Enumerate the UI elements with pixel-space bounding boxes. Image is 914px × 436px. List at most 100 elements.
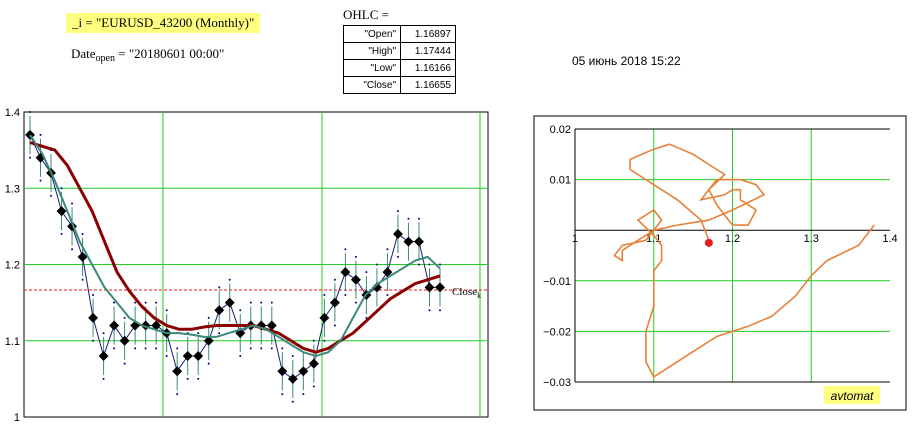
band-dot bbox=[354, 255, 357, 258]
band-dot bbox=[375, 263, 378, 266]
band-dot bbox=[144, 301, 147, 304]
datetime-label: 05 июнь 2018 15:22 bbox=[572, 54, 681, 68]
band-dot bbox=[417, 263, 420, 266]
y-tick-label: 0.01 bbox=[550, 175, 571, 187]
band-dot bbox=[439, 263, 441, 266]
date-open-label: Dateopen = "20180601 00:00" bbox=[71, 46, 224, 64]
ohlc-key: "High" bbox=[343, 42, 401, 60]
ohlc-value: 1.16655 bbox=[400, 76, 456, 94]
band-dot bbox=[249, 301, 252, 304]
band-dot bbox=[71, 248, 74, 251]
band-dot bbox=[134, 347, 137, 350]
ohlc-key: "Open" bbox=[343, 25, 401, 43]
band-dot bbox=[312, 339, 315, 342]
band-dot bbox=[102, 377, 105, 380]
band-dot bbox=[260, 347, 263, 350]
band-dot bbox=[29, 111, 31, 113]
band-dot bbox=[123, 362, 126, 365]
band-dot bbox=[92, 294, 95, 296]
band-dot bbox=[291, 400, 294, 403]
band-dot bbox=[417, 217, 420, 220]
band-dot bbox=[354, 301, 357, 304]
band-dot bbox=[396, 255, 399, 258]
phase-chart[interactable]: 1 1.1 1.2 1.3 1.40.020.01−0.01−0.02−0.03 avt… bbox=[532, 114, 910, 414]
close-marker bbox=[151, 320, 162, 331]
ohlc-row-high: "High" 1.17444 bbox=[343, 42, 456, 60]
x-tick-label: 1.3 bbox=[804, 233, 819, 245]
close-marker bbox=[172, 366, 183, 377]
band-dot bbox=[218, 286, 221, 289]
band-dot bbox=[102, 332, 105, 335]
band-dot bbox=[176, 347, 179, 350]
price-chart[interactable]: 1.4 1.3 1.2 1.1 1 Closek bbox=[0, 100, 500, 430]
band-dot bbox=[123, 316, 126, 319]
series-line bbox=[29, 134, 440, 380]
band-dot bbox=[260, 301, 263, 304]
band-dot bbox=[428, 263, 431, 266]
band-dot bbox=[407, 217, 410, 220]
band-dot bbox=[207, 362, 210, 365]
y-tick-label: 1.3 bbox=[5, 183, 20, 195]
band-dot bbox=[197, 332, 200, 335]
x-tick-label: 1 bbox=[572, 233, 578, 245]
chart-frame bbox=[533, 115, 907, 411]
band-dot bbox=[386, 294, 389, 296]
band-dot bbox=[270, 301, 273, 304]
band-dot bbox=[302, 393, 305, 396]
series-line bbox=[29, 141, 441, 354]
band-dot bbox=[228, 278, 231, 281]
close-marker bbox=[56, 206, 67, 217]
y-tick-label: 1.2 bbox=[5, 260, 20, 272]
ohlc-key: "Close" bbox=[343, 76, 401, 94]
y-tick-label: −0.01 bbox=[543, 276, 571, 288]
avtomat-badge: avtomat bbox=[831, 389, 874, 403]
band-dot bbox=[155, 347, 158, 350]
band-dot bbox=[155, 301, 158, 304]
ohlc-row-open: "Open" 1.16897 bbox=[343, 25, 456, 43]
close-marker bbox=[277, 366, 288, 377]
y-tick-label: 1.1 bbox=[5, 336, 20, 348]
band-dot bbox=[176, 393, 179, 396]
band-dot bbox=[281, 347, 284, 350]
band-dot bbox=[396, 210, 399, 213]
band-dot bbox=[344, 294, 347, 296]
band-dot bbox=[344, 248, 347, 251]
y-tick-label: 1 bbox=[14, 412, 20, 424]
ohlc-key: "Low" bbox=[343, 59, 401, 77]
band-dot bbox=[439, 309, 441, 312]
band-dot bbox=[113, 301, 116, 304]
x-tick-label: 1.2 bbox=[725, 233, 740, 245]
close-level-label: Closek bbox=[452, 286, 481, 300]
band-dot bbox=[186, 377, 189, 380]
series-line bbox=[29, 134, 441, 358]
band-dot bbox=[312, 385, 315, 388]
band-dot bbox=[281, 393, 284, 396]
band-dot bbox=[39, 133, 42, 136]
avtomat-badge-bg bbox=[824, 386, 880, 404]
date-label: Date bbox=[71, 46, 96, 61]
band-dot bbox=[239, 309, 242, 312]
band-dot bbox=[428, 309, 431, 312]
ohlc-value: 1.16897 bbox=[400, 25, 456, 43]
band-dot bbox=[291, 355, 294, 357]
close-marker bbox=[308, 358, 319, 369]
ohlc-table: "Open" 1.16897 "High" 1.17444 "Low" 1.16166… bbox=[343, 25, 456, 94]
current-point bbox=[704, 238, 713, 247]
ohlc-row-low: "Low" 1.16166 bbox=[343, 59, 456, 77]
close-marker bbox=[403, 236, 414, 247]
phase-trajectory bbox=[613, 143, 875, 379]
date-value: = "20180601 00:00" bbox=[115, 46, 225, 61]
close-marker bbox=[193, 351, 204, 361]
y-tick-label: −0.03 bbox=[543, 377, 571, 389]
band-dot bbox=[365, 271, 368, 274]
ohlc-title: OHLC = bbox=[343, 7, 389, 22]
band-dot bbox=[323, 339, 326, 342]
band-dot bbox=[81, 233, 84, 235]
band-dot bbox=[113, 347, 116, 350]
symbol-label: _i = "EURUSD_43200 (Monthly)" bbox=[66, 13, 261, 33]
band-dot bbox=[323, 294, 326, 296]
band-dot bbox=[71, 202, 74, 205]
band-dot bbox=[39, 179, 42, 182]
close-marker bbox=[414, 236, 424, 247]
band-dot bbox=[29, 156, 31, 159]
